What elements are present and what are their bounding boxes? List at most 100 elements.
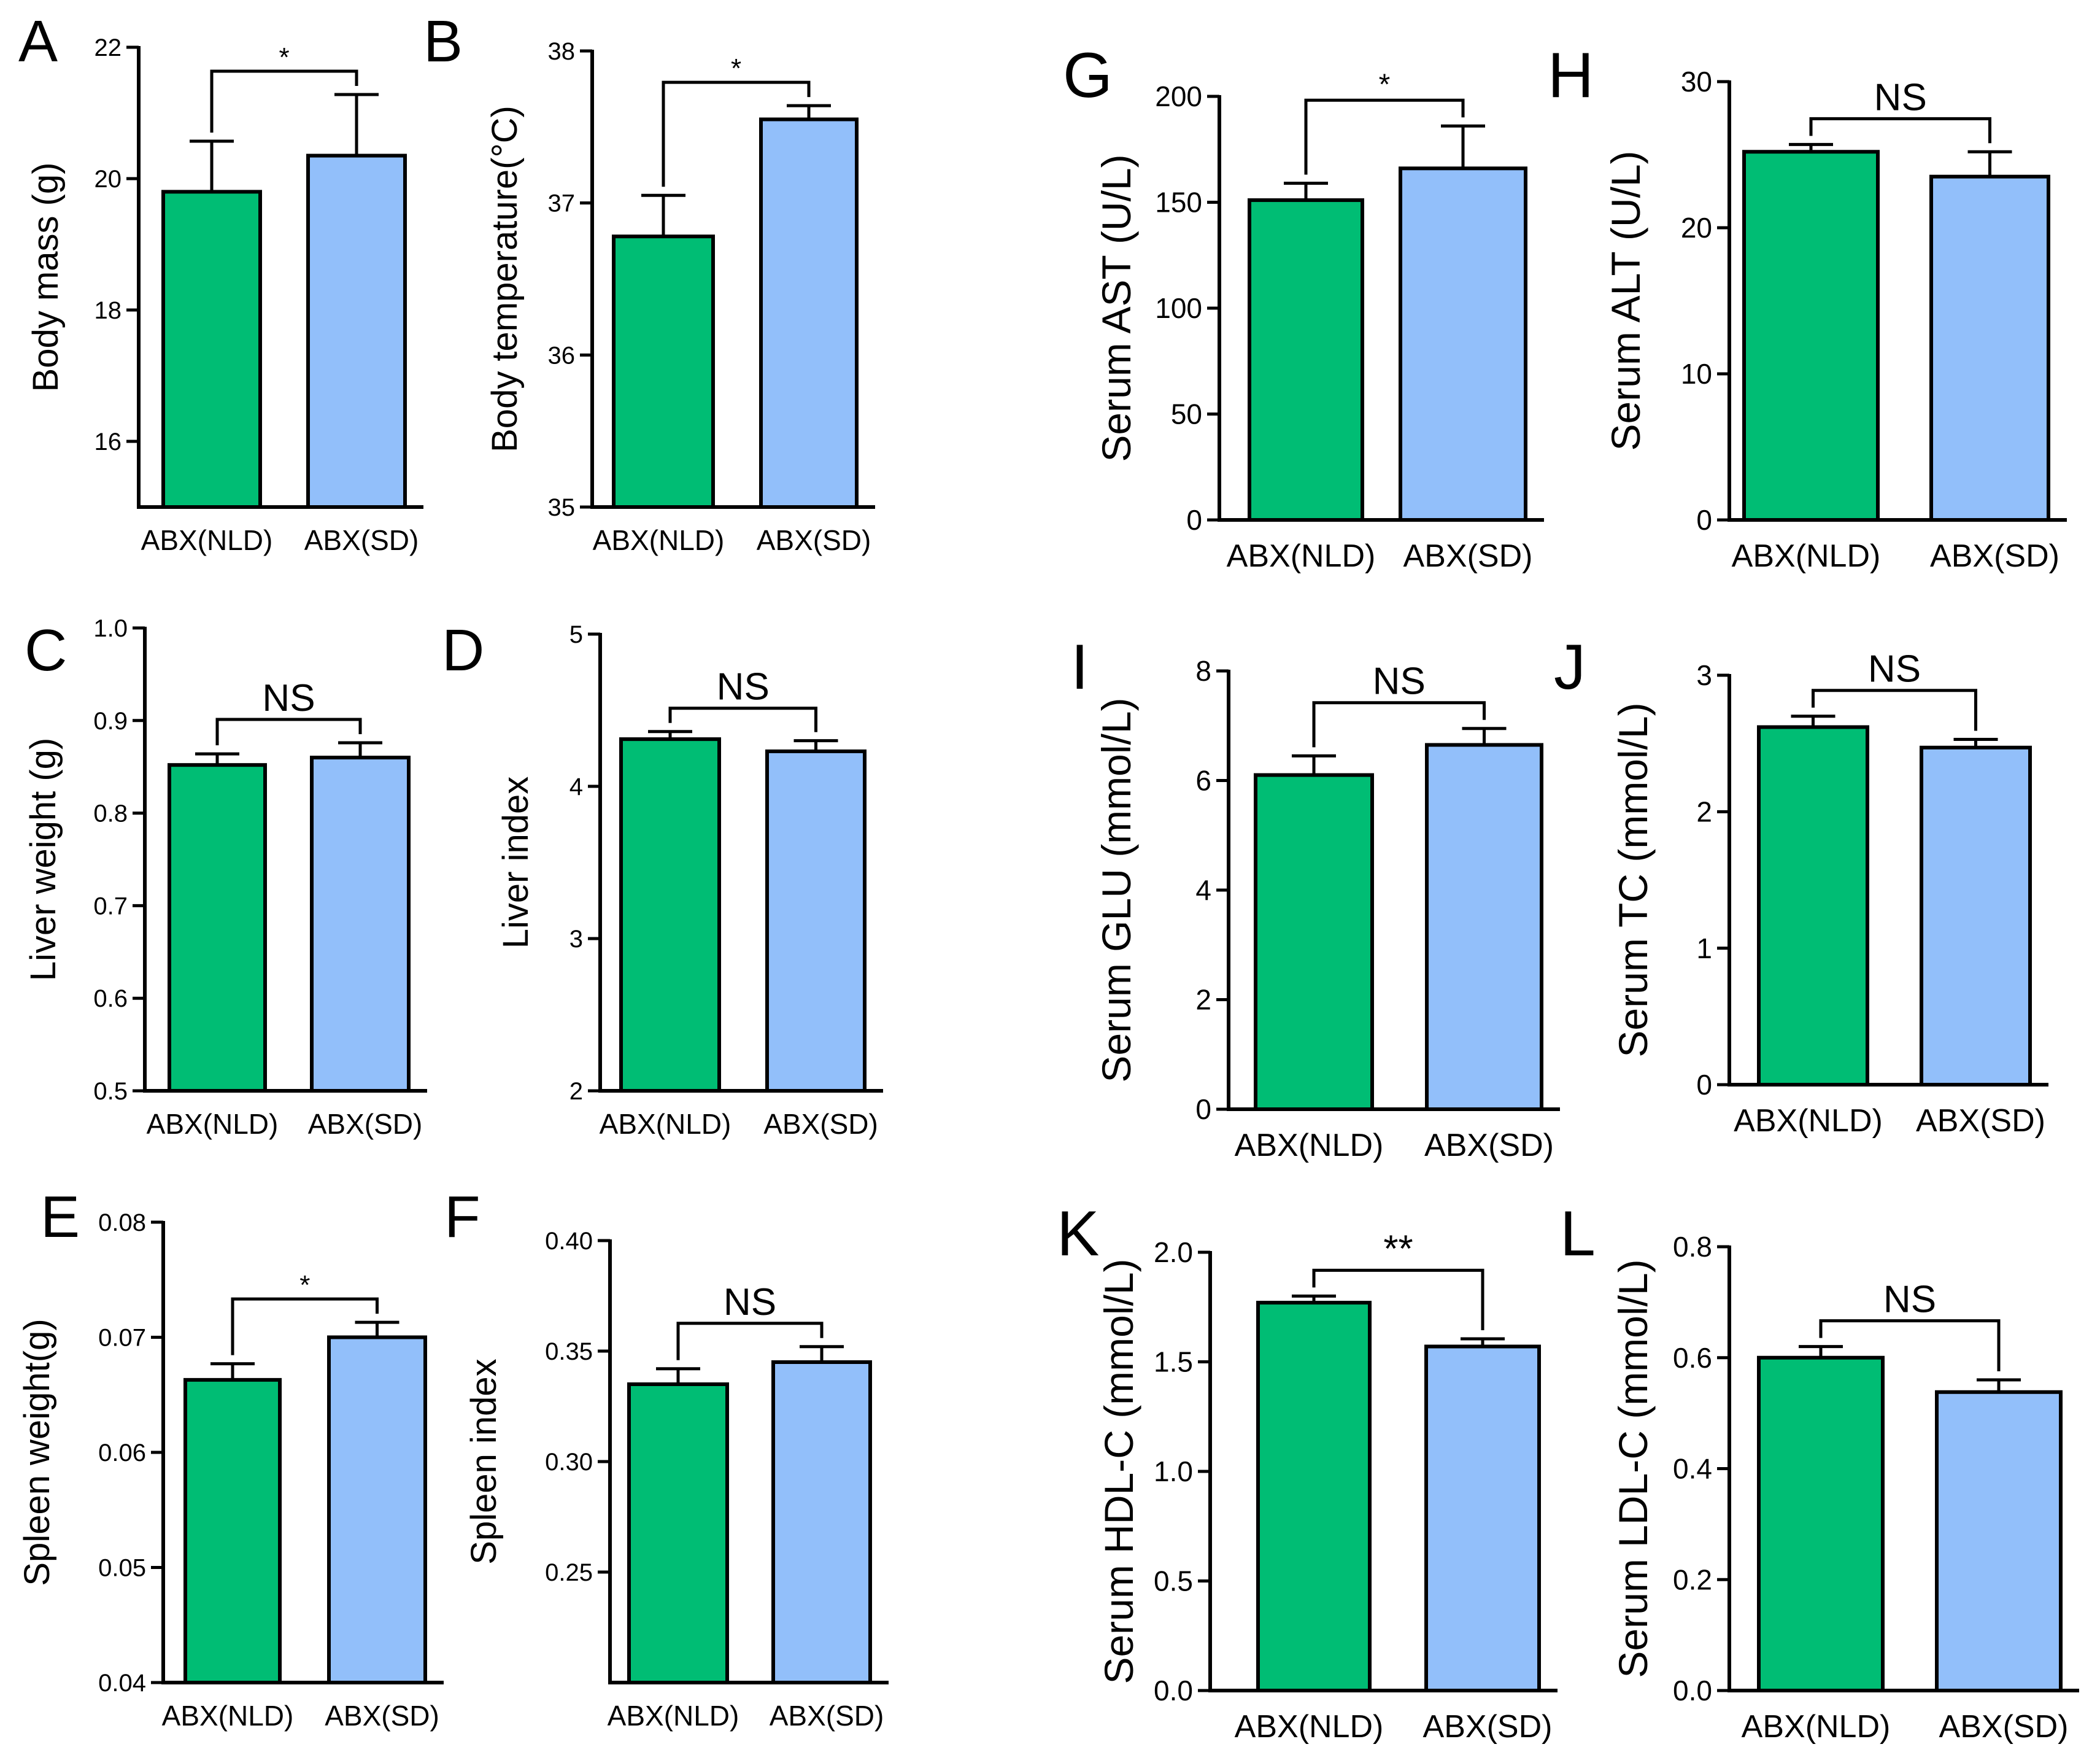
y-tick-label: 4 [1195, 874, 1211, 906]
y-tick-label: 1.0 [93, 615, 128, 642]
panel-letter-e: E [41, 1184, 80, 1250]
y-tick-label: 0.08 [98, 1209, 146, 1236]
y-tick-label: 6 [1195, 765, 1211, 797]
category-label-nld: ABX(NLD) [1235, 1128, 1384, 1163]
y-tick-label: 38 [548, 38, 576, 65]
bar-nld [183, 1377, 282, 1684]
significance-label: NS [724, 1281, 776, 1323]
significance-label: * [279, 42, 289, 72]
y-tick-label: 0.35 [545, 1338, 593, 1365]
y-axis-label: Liver index [496, 777, 536, 948]
panel-letter-j: J [1554, 632, 1586, 703]
y-tick-label: 0.04 [98, 1670, 146, 1697]
category-label-sd: ABX(SD) [1424, 1128, 1554, 1163]
panel-a: A ABX(NLD) ABX(SD) 16 18 20 22 Body mass (g) * [18, 9, 423, 556]
y-tick-label: 0 [1195, 1093, 1211, 1125]
significance-bracket [676, 1322, 824, 1360]
y-tick-label: 0.40 [545, 1228, 593, 1255]
significance-bracket [210, 69, 358, 133]
significance-bracket [668, 707, 817, 732]
bar-sd [759, 117, 859, 509]
y-tick-label: 22 [95, 34, 122, 61]
significance-label: NS [1868, 648, 1921, 691]
y-tick-label: 0.7 [93, 893, 128, 920]
significance-label: * [731, 53, 741, 83]
category-label-sd: ABX(SD) [757, 524, 871, 556]
bar-nld [1248, 198, 1364, 522]
y-tick-label: 0.5 [1154, 1565, 1193, 1597]
y-tick-label: 0.8 [93, 800, 128, 827]
category-label-sd: ABX(SD) [304, 524, 419, 556]
panel-d: D ABX(NLD) ABX(SD) 2 3 4 5 Liver index NS [442, 618, 883, 1140]
bar-nld [612, 234, 715, 509]
category-label-sd: ABX(SD) [1939, 1709, 2069, 1745]
category-label-sd: ABX(SD) [763, 1108, 878, 1140]
significance-bracket [231, 1297, 379, 1355]
y-tick-label: 0.6 [1673, 1342, 1712, 1374]
significance-bracket [1304, 98, 1465, 175]
panel-letter-d: D [442, 618, 484, 683]
category-label-nld: ABX(NLD) [600, 1108, 732, 1140]
significance-label: NS [1373, 661, 1426, 703]
panel-c: C ABX(NLD) ABX(SD) 0.5 0.6 0.7 0.8 0.9 1.0 Liver … [23, 615, 427, 1140]
panel-j: J ABX(NLD) ABX(SD) 0 1 2 3 Serum TC (mmol/L) NS [1554, 632, 2048, 1139]
category-label-sd: ABX(SD) [1423, 1709, 1553, 1745]
bar-nld [1757, 725, 1869, 1087]
y-tick-label: 1 [1696, 932, 1712, 964]
bar-nld [168, 763, 267, 1093]
y-tick-label: 0.4 [1673, 1453, 1712, 1485]
category-label-nld: ABX(NLD) [1734, 1103, 1883, 1139]
y-tick-label: 0.8 [1673, 1231, 1712, 1263]
panel-k: K ABX(NLD) ABX(SD) 0.0 0.5 1.0 1.5 2.0 Serum HDL… [1057, 1198, 1558, 1745]
bar-nld [1254, 773, 1374, 1111]
bar-sd [306, 153, 407, 509]
bar-nld [1256, 1301, 1372, 1693]
significance-bracket [1312, 1268, 1484, 1331]
y-axis-label: Serum ALT (U/L) [1603, 150, 1648, 451]
category-label-nld: ABX(NLD) [141, 524, 273, 556]
y-tick-label: 100 [1155, 292, 1202, 324]
y-axis-label: Liver weight (g) [23, 738, 63, 981]
y-axis-label: Body mass (g) [26, 163, 66, 392]
bar-sd [1424, 1344, 1541, 1692]
y-tick-label: 0.25 [545, 1559, 593, 1586]
category-label-sd: ABX(SD) [770, 1700, 884, 1732]
y-tick-label: 3 [1696, 659, 1712, 691]
y-tick-label: 20 [95, 166, 122, 193]
y-tick-label: 1.5 [1154, 1346, 1193, 1378]
category-label-nld: ABX(NLD) [1742, 1709, 1891, 1745]
y-tick-label: 4 [569, 773, 583, 800]
significance-bracket [662, 80, 811, 187]
y-tick-label: 0.2 [1673, 1563, 1712, 1595]
y-axis-label: Serum AST (U/L) [1094, 154, 1139, 462]
bar-sd [1935, 1390, 2063, 1692]
panel-i: I ABX(NLD) ABX(SD) 0 2 4 6 8 Serum GLU (mmol/L) N… [1071, 632, 1560, 1163]
significance-label: NS [1874, 76, 1927, 118]
bar-sd [310, 756, 411, 1093]
y-tick-label: 30 [1681, 66, 1712, 98]
y-tick-label: 35 [548, 494, 576, 521]
panel-letter-k: K [1057, 1198, 1099, 1269]
y-axis-label: Serum LDL-C (mmol/L) [1610, 1259, 1656, 1678]
y-tick-label: 0.0 [1673, 1675, 1712, 1707]
y-tick-label: 18 [95, 297, 122, 324]
category-label-nld: ABX(NLD) [1732, 538, 1881, 574]
panel-g: G ABX(NLD) ABX(SD) 0 50 100 150 200 Serum AST (U… [1063, 40, 1544, 574]
bar-nld [627, 1382, 729, 1684]
category-label-nld: ABX(NLD) [593, 524, 725, 556]
bar-sd [771, 1360, 872, 1684]
panel-h: H ABX(NLD) ABX(SD) 0 10 20 30 Serum ALT (U/L) NS [1548, 40, 2067, 574]
y-tick-label: 2 [569, 1078, 583, 1105]
y-tick-label: 37 [548, 190, 576, 217]
panel-letter-l: L [1560, 1198, 1596, 1269]
category-label-sd: ABX(SD) [1930, 538, 2059, 574]
bar-sd [765, 749, 867, 1093]
bar-nld [1742, 150, 1880, 522]
panel-f: F ABX(NLD) ABX(SD) 0.25 0.30 0.35 0.40 Spleen i… [444, 1184, 889, 1732]
panel-letter-b: B [423, 9, 463, 74]
significance-bracket [215, 718, 362, 746]
y-tick-label: 3 [569, 926, 583, 953]
y-tick-label: 0 [1186, 504, 1202, 536]
category-label-sd: ABX(SD) [1403, 538, 1533, 574]
bar-sd [1920, 745, 2032, 1087]
